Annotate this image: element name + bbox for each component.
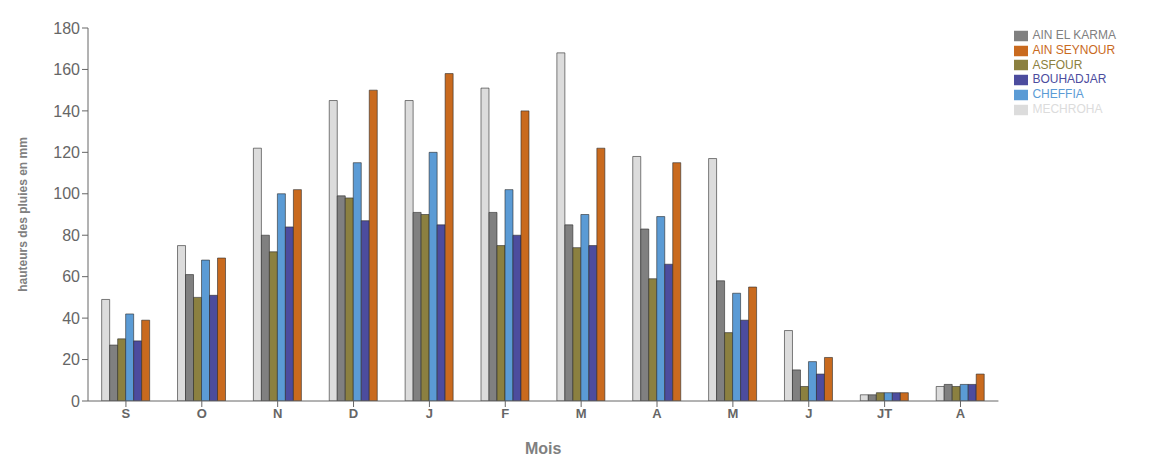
html-text:BOUHADJAR: BOUHADJAR	[1032, 72, 1107, 87]
svg-text:J: J	[426, 406, 433, 421]
html-text:CHEFFIA: CHEFFIA	[1032, 87, 1084, 102]
svg-text:140: 140	[53, 103, 80, 120]
svg-text:M: M	[727, 406, 738, 421]
svg-text:180: 180	[53, 20, 80, 37]
svg-text:S: S	[122, 406, 131, 421]
svg-text:A: A	[956, 406, 966, 421]
html-text:AIN EL KARMA: AIN EL KARMA	[1032, 28, 1116, 42]
svg-text:100: 100	[53, 185, 80, 202]
svg-text:Mois: Mois	[525, 440, 562, 457]
svg-text:0: 0	[71, 393, 80, 410]
svg-text:hauteurs des pluies en mm: hauteurs des pluies en mm	[16, 137, 30, 292]
svg-text:40: 40	[62, 310, 80, 327]
svg-text:120: 120	[53, 144, 80, 161]
svg-text:O: O	[197, 406, 207, 421]
html-text:AIN SEYNOUR: AIN SEYNOUR	[1032, 42, 1116, 57]
svg-text:160: 160	[53, 61, 80, 78]
svg-text:20: 20	[62, 351, 80, 368]
svg-text:JT: JT	[877, 406, 892, 421]
svg-text:60: 60	[62, 268, 80, 285]
svg-text:D: D	[349, 406, 358, 421]
svg-text:M: M	[576, 406, 587, 421]
svg-text:J: J	[805, 406, 812, 421]
html-text:ASFOUR: ASFOUR	[1032, 57, 1083, 72]
svg-text:A: A	[652, 406, 662, 421]
svg-text:F: F	[501, 406, 509, 421]
html-text:MECHROHA: MECHROHA	[1032, 102, 1103, 117]
svg-text:80: 80	[62, 227, 80, 244]
svg-text:N: N	[273, 406, 282, 421]
